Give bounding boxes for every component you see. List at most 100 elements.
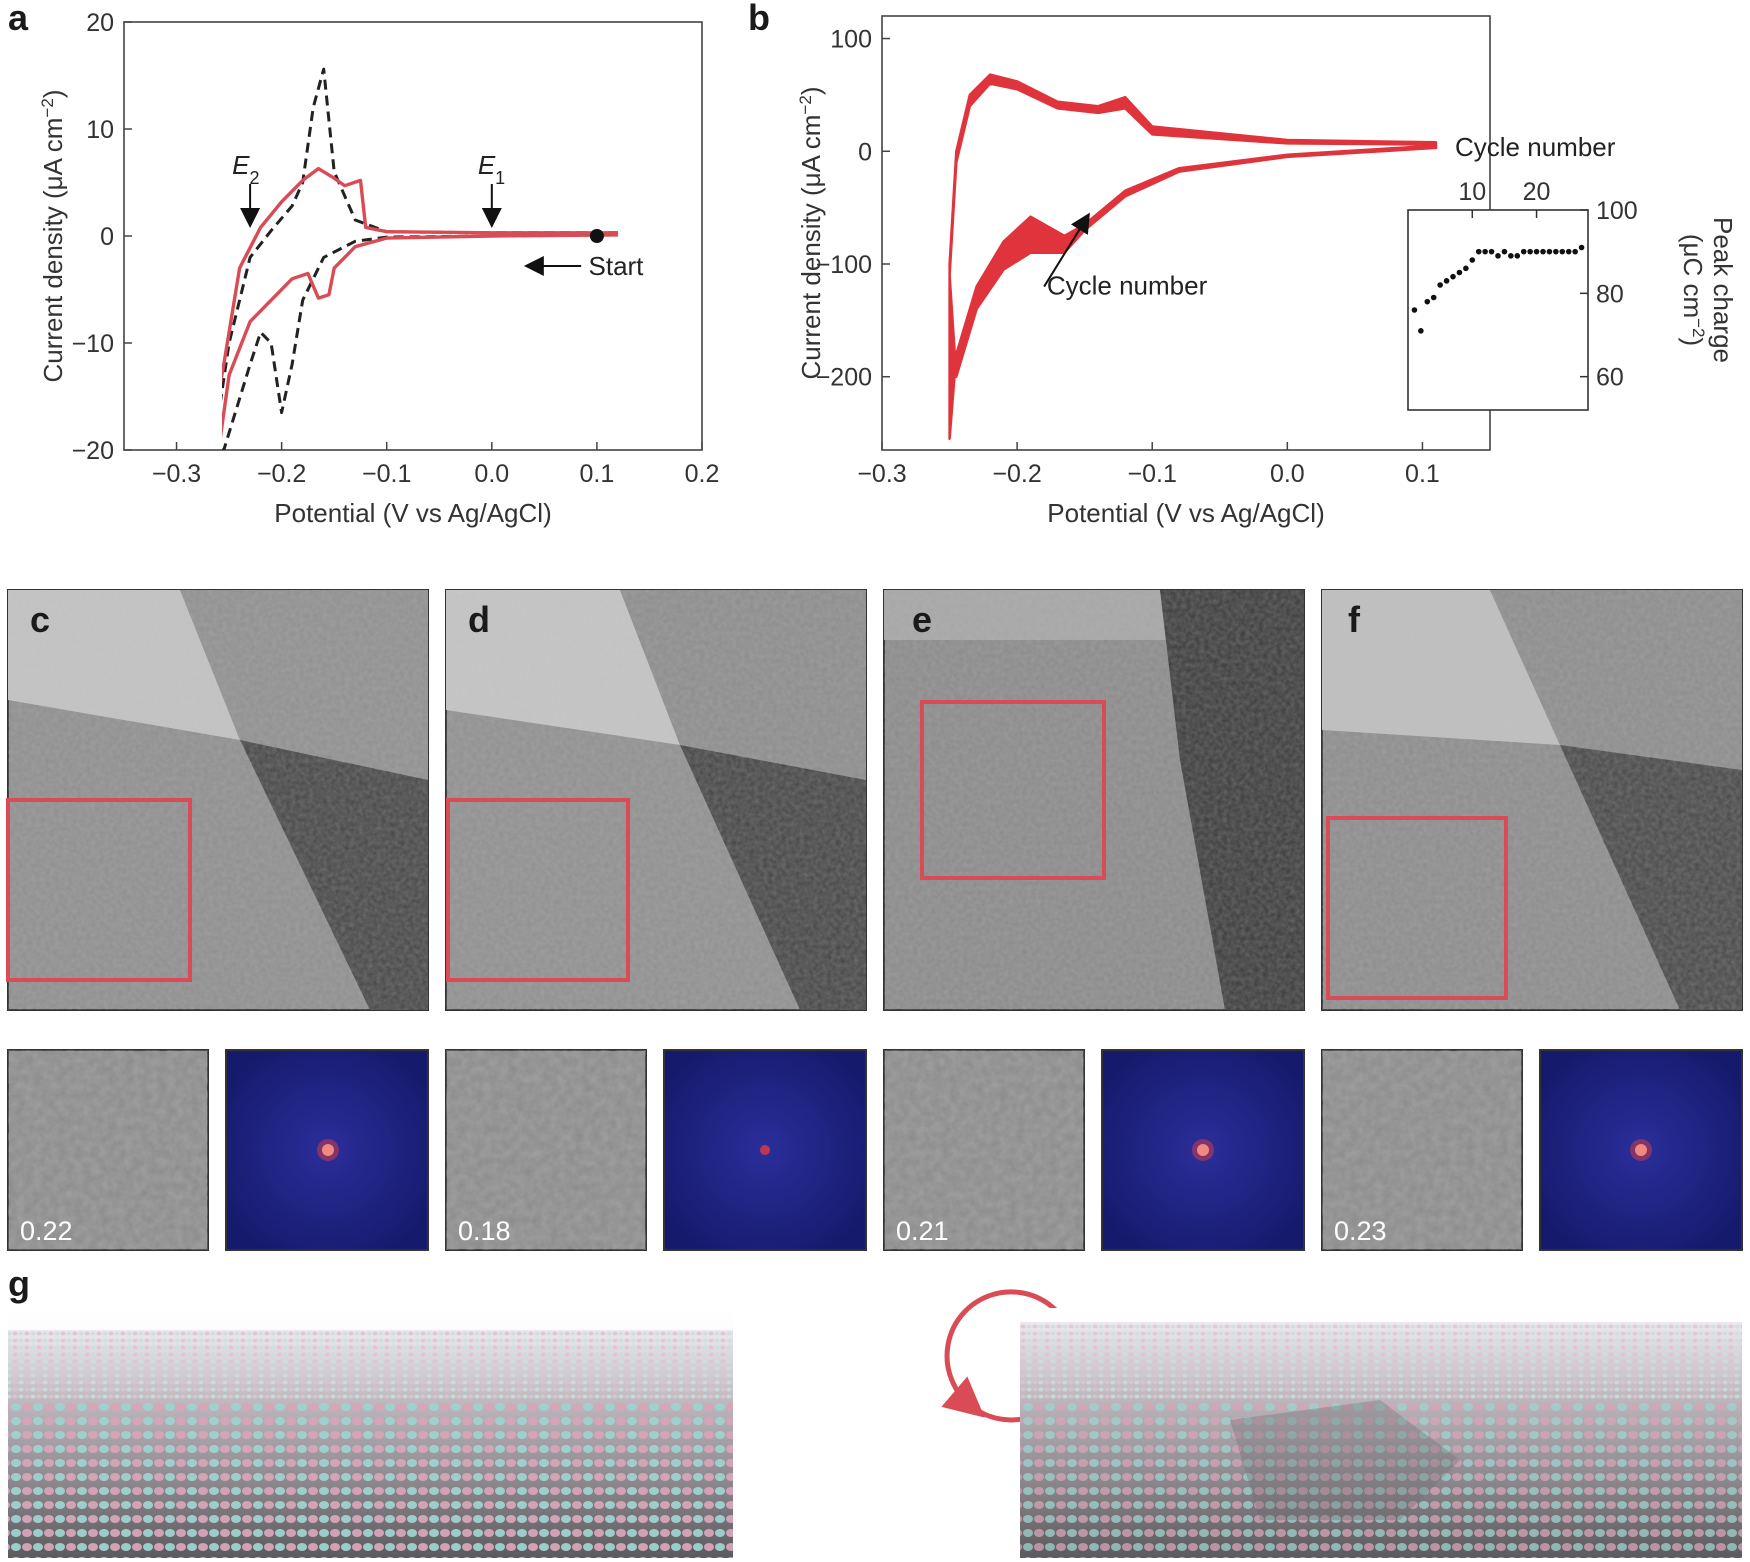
chart-b-ytick-label: −200: [816, 364, 872, 392]
zoom-e: 0.21: [883, 1049, 1085, 1251]
chart-a-series-line-0: [222, 67, 618, 450]
inset-ytick-label: 100: [1596, 197, 1638, 225]
roi-box-d: [446, 798, 630, 982]
chart-a-ytick-label: −10: [72, 330, 114, 358]
stm-value-d: 0.18: [458, 1216, 511, 1246]
chart-a-start-point: [589, 229, 604, 243]
inset-point: [1508, 253, 1514, 259]
chart-a-xtick-label: 0.2: [685, 460, 720, 488]
inset-point: [1482, 248, 1488, 255]
chart-a-ytick-label: 10: [86, 116, 114, 144]
stm-value-c: 0.22: [20, 1216, 73, 1246]
chart-b-xtick-label: −0.1: [1128, 460, 1177, 488]
chart-b-xaxis-label: Potential (V vs Ag/AgCl): [1047, 498, 1324, 528]
chart-a-xtick-label: −0.2: [257, 460, 306, 488]
chart-a-annotation-e2: E2: [232, 150, 259, 188]
chart-a-ytick-label: 20: [86, 9, 114, 37]
inset-point: [1475, 248, 1482, 255]
chart-a-annotation-e1: E1: [478, 150, 505, 188]
inset-point: [1424, 298, 1431, 305]
chart-a-annotation-start: Start: [589, 251, 645, 281]
stm-panel-c: c: [6, 589, 429, 1011]
chart-b-plot-frame: [881, 15, 1491, 451]
chart-a-xaxis-label: Potential (V vs Ag/AgCl): [274, 498, 551, 528]
inset-point: [1540, 248, 1546, 255]
chart-b-arrow-cycle: [1043, 212, 1090, 288]
inset-point: [1463, 265, 1469, 272]
inset-point: [1565, 248, 1572, 255]
chart-b-annotation-cycle: Cycle number: [1047, 271, 1208, 301]
chart-b-inset: 10 20 60 80 100 Cycle number Peak charge(μC cm…: [1407, 132, 1738, 411]
panel-label-d: d: [468, 599, 490, 640]
inset-point: [1520, 248, 1527, 255]
zoom-c: 0.22: [7, 1049, 209, 1251]
chart-a: −0.3 −0.2 −0.1 0.0 0.1 0.2 −20 −10 0 10 20 Potentia…: [38, 9, 720, 528]
stm-panel-f: f: [1321, 589, 1743, 1011]
inset-point: [1572, 248, 1578, 255]
chart-b-ytick-label: 0: [858, 138, 872, 166]
inset-point: [1437, 282, 1443, 288]
inset-point: [1546, 248, 1553, 255]
panel-label-b: b: [748, 0, 770, 38]
chart-a-yaxis-label: Current density (μA cm−2): [38, 89, 69, 382]
stm-panel-e: e: [883, 589, 1305, 1011]
inset-point: [1430, 294, 1437, 301]
chart-b-xtick-label: −0.3: [857, 460, 906, 488]
panel-label-g: g: [8, 1263, 30, 1304]
chart-b-series: [948, 73, 1438, 440]
panel-label-f: f: [1348, 599, 1361, 640]
chart-b-xtick-label: −0.2: [992, 460, 1041, 488]
chart-b-ytick-label: 100: [830, 26, 872, 54]
inset-point: [1578, 244, 1585, 251]
inset-point: [1495, 253, 1501, 259]
fft-e: [1101, 1049, 1305, 1251]
chart-a-ytick-label: 0: [100, 223, 114, 251]
stm-value-f: 0.23: [1334, 1216, 1387, 1246]
roi-box-c: [6, 798, 192, 982]
chart-b-xtick-label: 0.0: [1270, 460, 1305, 488]
zoom-d: 0.18: [445, 1049, 647, 1251]
panel-label-a: a: [8, 0, 29, 38]
chart-a-xtick-label: −0.1: [362, 460, 411, 488]
fft-c: [225, 1049, 429, 1251]
chart-a-xtick-label: 0.1: [580, 460, 615, 488]
inset-point: [1456, 269, 1463, 276]
chart-b-yaxis-label: Current density (μA cm−2): [796, 86, 827, 379]
inset-point: [1553, 248, 1559, 255]
chart-a-ytick-label: −20: [72, 437, 114, 465]
lattice-render-right: [1020, 1308, 1742, 1558]
roi-box-e: [920, 700, 1106, 880]
inset-title: Cycle number: [1455, 132, 1616, 162]
fft-f: [1539, 1049, 1743, 1251]
inset-plot-frame: [1407, 209, 1589, 411]
stm-panel-d: d: [445, 589, 867, 1011]
inset-point: [1527, 248, 1533, 255]
inset-point: [1443, 278, 1450, 284]
chart-b: −0.3 −0.2 −0.1 0.0 0.1 −200 −100 0 100 Potential …: [796, 15, 1491, 528]
inset-point: [1488, 248, 1495, 255]
inset-point: [1411, 307, 1418, 313]
inset-point: [1418, 328, 1424, 334]
chart-a-series-line-1: [222, 166, 618, 438]
inset-point: [1450, 273, 1456, 280]
chart-b-ytick-label: −100: [816, 251, 872, 279]
stm-value-e: 0.21: [896, 1216, 949, 1246]
inset-point: [1514, 253, 1521, 259]
inset-yaxis-unit: (μC cm−2): [1678, 234, 1709, 346]
chart-a-xtick-label: −0.3: [152, 460, 201, 488]
inset-xtick-label: 20: [1523, 178, 1551, 206]
lattice-render-left: [8, 1308, 733, 1558]
roi-box-f: [1326, 816, 1508, 1000]
panel-label-e: e: [912, 599, 932, 640]
chart-b-series-band-0: [948, 73, 1438, 440]
panel-label-c: c: [30, 599, 50, 640]
inset-yaxis-label: Peak charge: [1708, 217, 1738, 363]
inset-ytick-label: 60: [1596, 364, 1624, 392]
inset-xtick-label: 10: [1458, 178, 1486, 206]
inset-point: [1559, 248, 1566, 255]
zoom-f: 0.23: [1321, 1049, 1523, 1251]
inset-point: [1469, 257, 1476, 263]
chart-a-series: [222, 67, 618, 450]
chart-b-xtick-label: 0.1: [1405, 460, 1440, 488]
